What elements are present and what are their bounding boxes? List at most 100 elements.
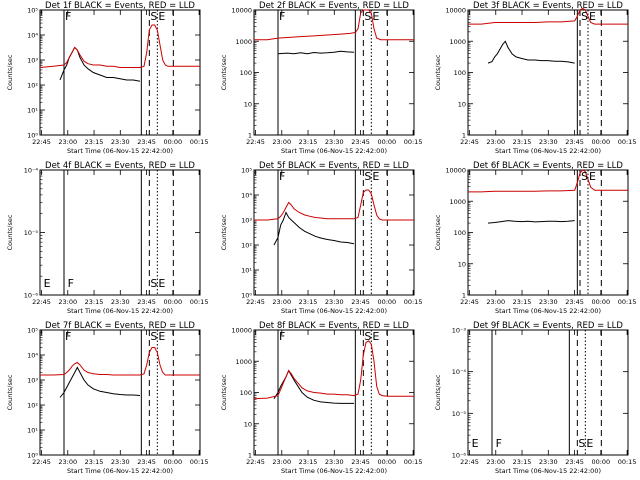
phase-marker-f: F — [279, 330, 285, 343]
series-lld — [468, 169, 628, 193]
phase-marker-e: E — [586, 437, 593, 450]
phase-marker-s: S — [150, 330, 157, 343]
x-tick-label: 23:00 — [486, 298, 505, 306]
y-tick-label: 10⁵ — [27, 327, 38, 335]
x-tick-label: 23:15 — [85, 298, 104, 306]
phase-marker-e: E — [158, 330, 165, 343]
phase-marker-e: E — [44, 277, 51, 290]
x-tick-label: 23:15 — [513, 138, 532, 146]
phase-marker-e: E — [472, 437, 479, 450]
y-tick-label: 100 — [454, 229, 466, 237]
x-tick-label: 23:15 — [85, 138, 104, 146]
y-tick-label: 1 — [248, 452, 252, 460]
x-tick-label: 23:00 — [272, 298, 291, 306]
panel-title: Det 7f BLACK = Events, RED = LLD — [45, 321, 195, 331]
y-tick-label: 100 — [240, 69, 252, 77]
x-tick-label: 23:15 — [299, 138, 318, 146]
x-tick-label: 23:15 — [513, 298, 532, 306]
x-tick-label: 22:45 — [32, 298, 51, 306]
x-tick-label: 00:00 — [163, 298, 182, 306]
y-tick-label: 10² — [241, 242, 252, 250]
panel-det-4f: Det 4f BLACK = Events, RED = LLD 10⁻⁶ 10⁻⁵… — [6, 161, 208, 315]
phase-marker-e: E — [589, 170, 596, 183]
y-tick-label: 10000 — [231, 327, 252, 335]
y-tick-label: 10⁻⁵ — [452, 410, 467, 418]
x-tick-label: 23:00 — [486, 138, 505, 146]
phase-marker-e: E — [158, 277, 165, 290]
x-tick-label: 00:00 — [591, 298, 610, 306]
x-tick-label: 23:30 — [325, 298, 344, 306]
x-tick-label: 22:45 — [32, 138, 51, 146]
x-tick-label: 23:15 — [85, 458, 104, 466]
x-tick-label: 00:00 — [377, 138, 396, 146]
series-lld — [253, 340, 414, 400]
series-events — [273, 211, 355, 246]
y-tick-label: 10⁰ — [241, 292, 252, 300]
y-tick-label: 10⁻⁴ — [452, 368, 467, 376]
y-tick-label: 10 — [244, 420, 252, 428]
series-lld — [40, 347, 200, 376]
x-tick-label: 23:45 — [137, 138, 156, 146]
plot-frame — [467, 169, 629, 296]
x-tick-label: 23:30 — [111, 298, 130, 306]
y-axis-label: Counts/sec — [6, 54, 14, 90]
y-tick-label: 10⁴ — [27, 352, 38, 360]
y-axis-label: Counts/sec — [434, 374, 442, 410]
x-tick-label: 23:30 — [539, 298, 558, 306]
x-tick-label: 23:30 — [325, 138, 344, 146]
x-tick-label: 23:45 — [137, 298, 156, 306]
x-tick-label: 23:45 — [351, 298, 370, 306]
x-tick-label: 00:15 — [190, 138, 209, 146]
series-events — [273, 369, 354, 404]
series-events — [487, 220, 575, 224]
x-tick-label: 00:00 — [591, 138, 610, 146]
y-tick-label: 10000 — [445, 7, 466, 15]
y-tick-label: 10² — [27, 402, 38, 410]
x-tick-label: 00:00 — [163, 138, 182, 146]
phase-marker-s: S — [581, 10, 588, 23]
phase-marker-e: E — [372, 170, 379, 183]
x-tick-label: 00:15 — [404, 458, 423, 466]
y-tick-label: 10⁻³ — [452, 327, 467, 335]
x-tick-label: 23:00 — [272, 458, 291, 466]
y-tick-label: 1 — [462, 292, 466, 300]
panel-title: Det 5f BLACK = Events, RED = LLD — [259, 161, 409, 171]
panel-det-8f: Det 8f BLACK = Events, RED = LLD 1 10 100 10… — [220, 321, 422, 475]
x-tick-label: 23:45 — [351, 458, 370, 466]
y-tick-label: 10000 — [231, 7, 252, 15]
y-tick-label: 10¹ — [27, 427, 38, 435]
x-tick-label: 22:45 — [246, 298, 265, 306]
y-axis-label: Counts/sec — [220, 54, 228, 90]
x-tick-label: 23:15 — [513, 458, 532, 466]
x-tick-label: 00:00 — [377, 298, 396, 306]
panel-det-5f: Det 5f BLACK = Events, RED = LLD 10⁰ 10¹ 10… — [220, 161, 422, 315]
panel-det-9f: Det 9f BLACK = Events, RED = LLD 10⁻⁶ 10⁻⁵… — [434, 321, 636, 475]
x-tick-label: 22:45 — [32, 458, 51, 466]
x-tick-label: 23:00 — [486, 458, 505, 466]
panel-title: Det 1f BLACK = Events, RED = LLD — [45, 1, 195, 11]
x-axis-label: Start Time (06-Nov-15 22:42:00) — [67, 307, 173, 315]
y-tick-label: 10³ — [27, 57, 38, 65]
x-tick-label: 23:00 — [58, 138, 77, 146]
x-axis-label: Start Time (06-Nov-15 22:42:00) — [281, 467, 387, 475]
x-tick-label: 00:15 — [618, 138, 637, 146]
x-axis-label: Start Time (06-Nov-15 22:42:00) — [495, 467, 601, 475]
plot-frame — [467, 9, 629, 136]
y-tick-label: 1000 — [235, 358, 252, 366]
series-lld — [254, 9, 414, 41]
phase-marker-e: E — [372, 330, 379, 343]
y-tick-label: 10¹ — [241, 267, 252, 275]
y-tick-label: 10 — [458, 100, 466, 108]
y-axis-label: Counts/sec — [6, 214, 14, 250]
series-events — [277, 50, 355, 55]
y-tick-label: 10⁴ — [27, 32, 38, 40]
x-tick-label: 23:00 — [58, 298, 77, 306]
x-tick-label: 00:15 — [404, 298, 423, 306]
panel-det-2f: Det 2f BLACK = Events, RED = LLD 1 10 100 10… — [220, 1, 422, 155]
x-tick-label: 00:15 — [618, 458, 637, 466]
y-tick-label: 10² — [27, 82, 38, 90]
phase-marker-f: F — [496, 437, 502, 450]
x-tick-label: 00:00 — [591, 458, 610, 466]
series-lld — [39, 24, 200, 68]
